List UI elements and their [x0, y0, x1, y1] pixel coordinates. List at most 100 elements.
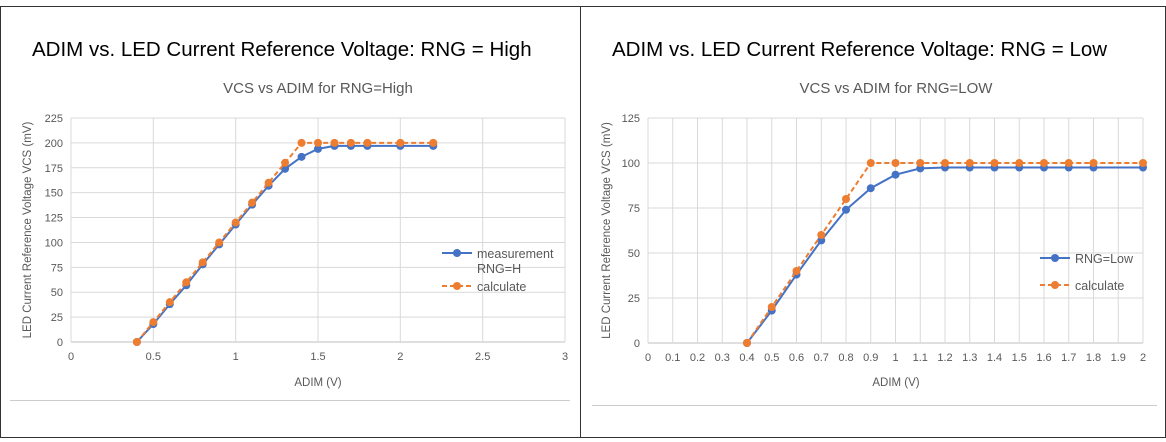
x-tick-label: 1.3: [962, 352, 977, 364]
x-tick-label: 1.8: [1086, 352, 1101, 364]
data-point: [1139, 159, 1147, 167]
data-point: [842, 205, 850, 214]
left-panel-heading: ADIM vs. LED Current Reference Voltage: …: [32, 38, 532, 61]
x-tick-label: 0.1: [665, 352, 680, 364]
x-tick-label: 1.5: [1012, 352, 1027, 364]
y-tick-label: 50: [51, 287, 63, 299]
panel-divider: [580, 6, 581, 438]
legend-label: RNG=Low: [1075, 252, 1134, 266]
x-tick-label: 1.7: [1061, 352, 1076, 364]
data-point: [231, 218, 240, 227]
y-tick-label: 50: [628, 248, 640, 260]
x-tick-label: 0: [645, 352, 651, 364]
x-tick-label: 2: [397, 351, 403, 363]
data-point: [281, 158, 290, 167]
legend-label: calculate: [477, 280, 526, 294]
chart-title: VCS vs ADIM for RNG=LOW: [800, 80, 994, 97]
y-tick-label: 125: [45, 213, 63, 225]
legend-marker: [453, 249, 461, 257]
y-tick-label: 0: [57, 337, 63, 349]
data-point: [165, 298, 174, 307]
data-point: [842, 195, 850, 203]
series-line-measurement-rng-h: [136, 144, 434, 343]
x-axis-label: ADIM (V): [872, 377, 919, 389]
data-point: [314, 138, 322, 147]
data-point: [297, 152, 306, 161]
left-chart-border: [10, 400, 570, 401]
data-point: [248, 198, 257, 207]
series-line-calculate: [746, 162, 1143, 344]
data-point: [132, 338, 141, 346]
x-tick-label: 0.5: [764, 352, 779, 364]
x-tick-label: 2: [1140, 352, 1146, 364]
series-line-rng-low: [746, 166, 1143, 344]
x-axis-label: ADIM (V): [294, 377, 341, 389]
x-tick-label: 3: [562, 351, 568, 363]
y-tick-label: 150: [45, 188, 63, 200]
right-panel-heading: ADIM vs. LED Current Reference Voltage: …: [612, 38, 1108, 61]
data-point: [198, 258, 207, 267]
legend-label: calculate: [1075, 279, 1124, 293]
y-tick-label: 0: [634, 338, 640, 350]
data-point: [1040, 159, 1048, 167]
data-point: [314, 144, 322, 153]
y-tick-label: 100: [622, 158, 640, 170]
right-chart-border: [592, 405, 1157, 406]
x-tick-label: 1.1: [913, 352, 928, 364]
data-point: [429, 138, 438, 147]
x-tick-label: 0.3: [715, 352, 730, 364]
data-point: [1089, 159, 1098, 167]
data-point: [817, 231, 826, 239]
y-tick-label: 125: [622, 113, 640, 125]
data-point: [215, 238, 224, 247]
data-point: [916, 159, 925, 167]
series-line-calculate: [136, 141, 434, 343]
y-tick-label: 200: [45, 138, 63, 150]
data-point: [792, 267, 801, 275]
data-point: [1064, 159, 1073, 167]
legend-marker: [453, 282, 461, 290]
x-tick-label: 0: [68, 351, 74, 363]
data-point: [182, 278, 191, 287]
data-point: [297, 138, 306, 147]
legend-marker: [1051, 281, 1059, 289]
legend-label: RNG=H: [477, 262, 521, 276]
y-tick-label: 75: [628, 203, 640, 215]
data-point: [965, 159, 974, 167]
data-point: [891, 159, 900, 167]
data-point: [891, 170, 900, 179]
data-point: [346, 138, 355, 147]
x-tick-label: 0.6: [789, 352, 804, 364]
y-tick-label: 225: [45, 113, 63, 125]
x-tick-label: 0.8: [838, 352, 853, 364]
x-tick-label: 1: [233, 351, 239, 363]
x-tick-label: 1.2: [937, 352, 952, 364]
data-point: [396, 138, 405, 147]
y-tick-label: 175: [45, 163, 63, 175]
legend-marker: [1051, 254, 1059, 262]
y-axis-label: LED Current Reference Voltage VCS (mV): [22, 121, 34, 338]
y-tick-label: 25: [51, 312, 63, 324]
y-tick-label: 75: [51, 262, 63, 274]
y-tick-label: 100: [45, 237, 63, 249]
y-axis-label: LED Current Reference Voltage VCS (mV): [601, 122, 613, 339]
x-tick-label: 0.4: [739, 352, 754, 364]
y-tick-label: 25: [628, 293, 640, 305]
x-tick-label: 0.9: [863, 352, 878, 364]
data-point: [866, 184, 875, 193]
x-tick-label: 1.6: [1036, 352, 1051, 364]
x-tick-label: 0.7: [814, 352, 829, 364]
data-point: [866, 159, 875, 167]
data-point: [363, 138, 372, 147]
data-point: [941, 159, 949, 167]
x-tick-label: 1.9: [1111, 352, 1126, 364]
legend-label: measurement: [477, 247, 554, 261]
x-tick-label: 1.5: [310, 351, 325, 363]
x-tick-label: 0.2: [690, 352, 705, 364]
data-point: [990, 159, 999, 167]
data-point: [1015, 159, 1024, 167]
data-point: [743, 339, 751, 347]
data-point: [264, 178, 273, 187]
